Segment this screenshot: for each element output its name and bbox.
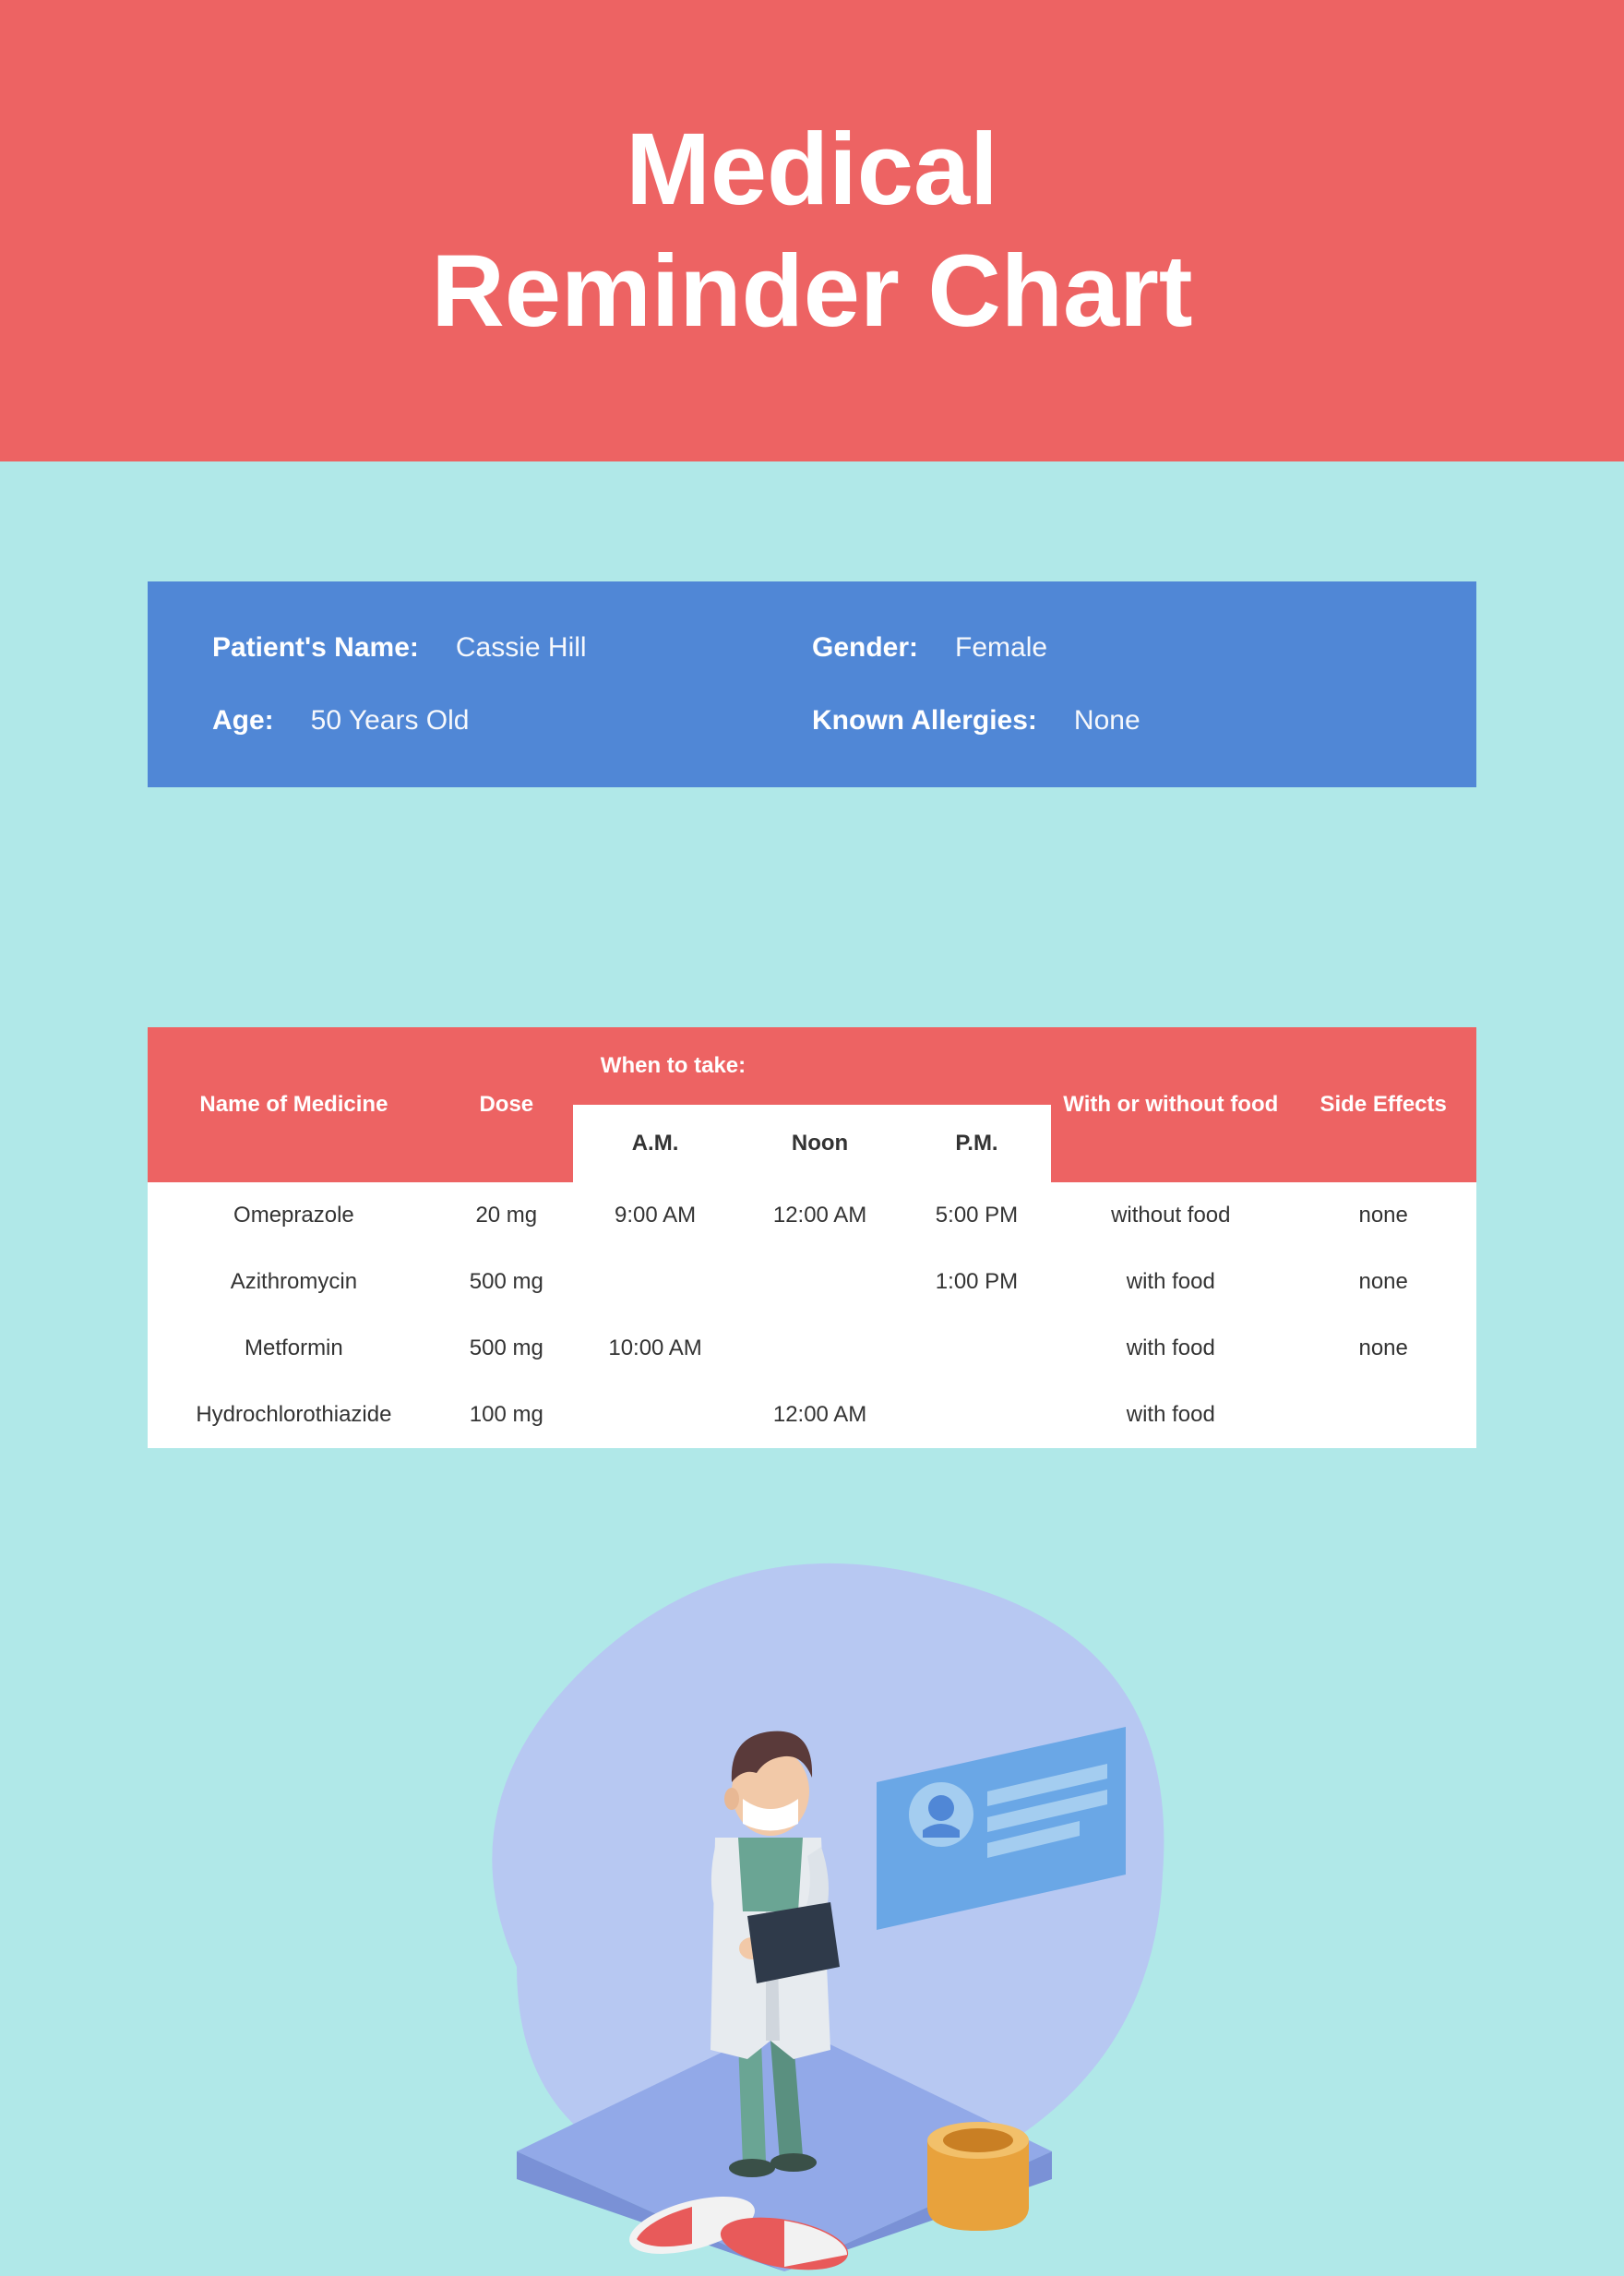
patient-gender-value: Female	[955, 632, 1047, 664]
table-row: Omeprazole20 mg9:00 AM12:00 AM5:00 PMwit…	[148, 1182, 1476, 1249]
patient-info-card: Patient's Name: Cassie Hill Gender: Fema…	[148, 581, 1476, 787]
cell-side: none	[1290, 1182, 1476, 1249]
patient-age-label: Age:	[212, 705, 274, 737]
cell-name: Metformin	[148, 1315, 440, 1382]
table-row: Hydrochlorothiazide100 mg 12:00 AM with fo…	[148, 1382, 1476, 1448]
table-row: Metformin500 mg10:00 AM with foodnone	[148, 1315, 1476, 1382]
col-header-side: Side Effects	[1290, 1027, 1476, 1182]
cell-side: none	[1290, 1315, 1476, 1382]
cell-name: Azithromycin	[148, 1249, 440, 1315]
cell-am	[573, 1249, 738, 1315]
cell-food: with food	[1051, 1382, 1290, 1448]
cell-am	[573, 1382, 738, 1448]
pill-bottle-icon	[927, 2122, 1029, 2231]
cell-food: with food	[1051, 1249, 1290, 1315]
cell-am: 10:00 AM	[573, 1315, 738, 1382]
col-header-dose: Dose	[440, 1027, 573, 1182]
medicine-table-container: Name of Medicine Dose When to take: With…	[148, 1027, 1476, 1448]
cell-pm: 1:00 PM	[902, 1249, 1051, 1315]
cell-noon: 12:00 AM	[737, 1382, 902, 1448]
title-line-1: Medical	[626, 113, 997, 226]
cell-dose: 500 mg	[440, 1249, 573, 1315]
page-header: Medical Reminder Chart	[0, 0, 1624, 461]
cell-pm: 5:00 PM	[902, 1182, 1051, 1249]
cell-pm	[902, 1382, 1051, 1448]
patient-name-label: Patient's Name:	[212, 632, 419, 664]
cell-dose: 500 mg	[440, 1315, 573, 1382]
cell-noon: 12:00 AM	[737, 1182, 902, 1249]
cell-name: Omeprazole	[148, 1182, 440, 1249]
cell-dose: 100 mg	[440, 1382, 573, 1448]
cell-name: Hydrochlorothiazide	[148, 1382, 440, 1448]
doctor-illustration	[351, 1450, 1273, 2271]
title-line-2: Reminder Chart	[431, 234, 1192, 348]
cell-am: 9:00 AM	[573, 1182, 738, 1249]
subcol-am: A.M.	[573, 1105, 738, 1182]
cell-pm	[902, 1315, 1051, 1382]
col-header-name: Name of Medicine	[148, 1027, 440, 1182]
cell-noon	[737, 1315, 902, 1382]
table-row: Azithromycin500 mg 1:00 PMwith foodnone	[148, 1249, 1476, 1315]
patient-name-value: Cassie Hill	[456, 632, 587, 664]
cell-food: with food	[1051, 1315, 1290, 1382]
patient-allergies-label: Known Allergies:	[812, 705, 1037, 737]
subcol-noon: Noon	[737, 1105, 902, 1182]
cell-food: without food	[1051, 1182, 1290, 1249]
subcol-pm: P.M.	[902, 1105, 1051, 1182]
patient-gender-field: Gender: Female	[812, 632, 1412, 664]
cell-noon	[737, 1249, 902, 1315]
table-header-row: Name of Medicine Dose When to take: With…	[148, 1027, 1476, 1105]
patient-gender-label: Gender:	[812, 632, 918, 664]
col-header-food: With or without food	[1051, 1027, 1290, 1182]
patient-allergies-value: None	[1074, 705, 1140, 737]
patient-name-field: Patient's Name: Cassie Hill	[212, 632, 812, 664]
col-header-when: When to take:	[573, 1027, 1051, 1105]
cell-side	[1290, 1382, 1476, 1448]
page-title: Medical Reminder Chart	[431, 109, 1192, 353]
patient-allergies-field: Known Allergies: None	[812, 705, 1412, 737]
patient-age-field: Age: 50 Years Old	[212, 705, 812, 737]
cell-side: none	[1290, 1249, 1476, 1315]
patient-age-value: 50 Years Old	[311, 705, 470, 737]
medicine-table-body: Omeprazole20 mg9:00 AM12:00 AM5:00 PMwit…	[148, 1182, 1476, 1448]
cell-dose: 20 mg	[440, 1182, 573, 1249]
medicine-table: Name of Medicine Dose When to take: With…	[148, 1027, 1476, 1448]
